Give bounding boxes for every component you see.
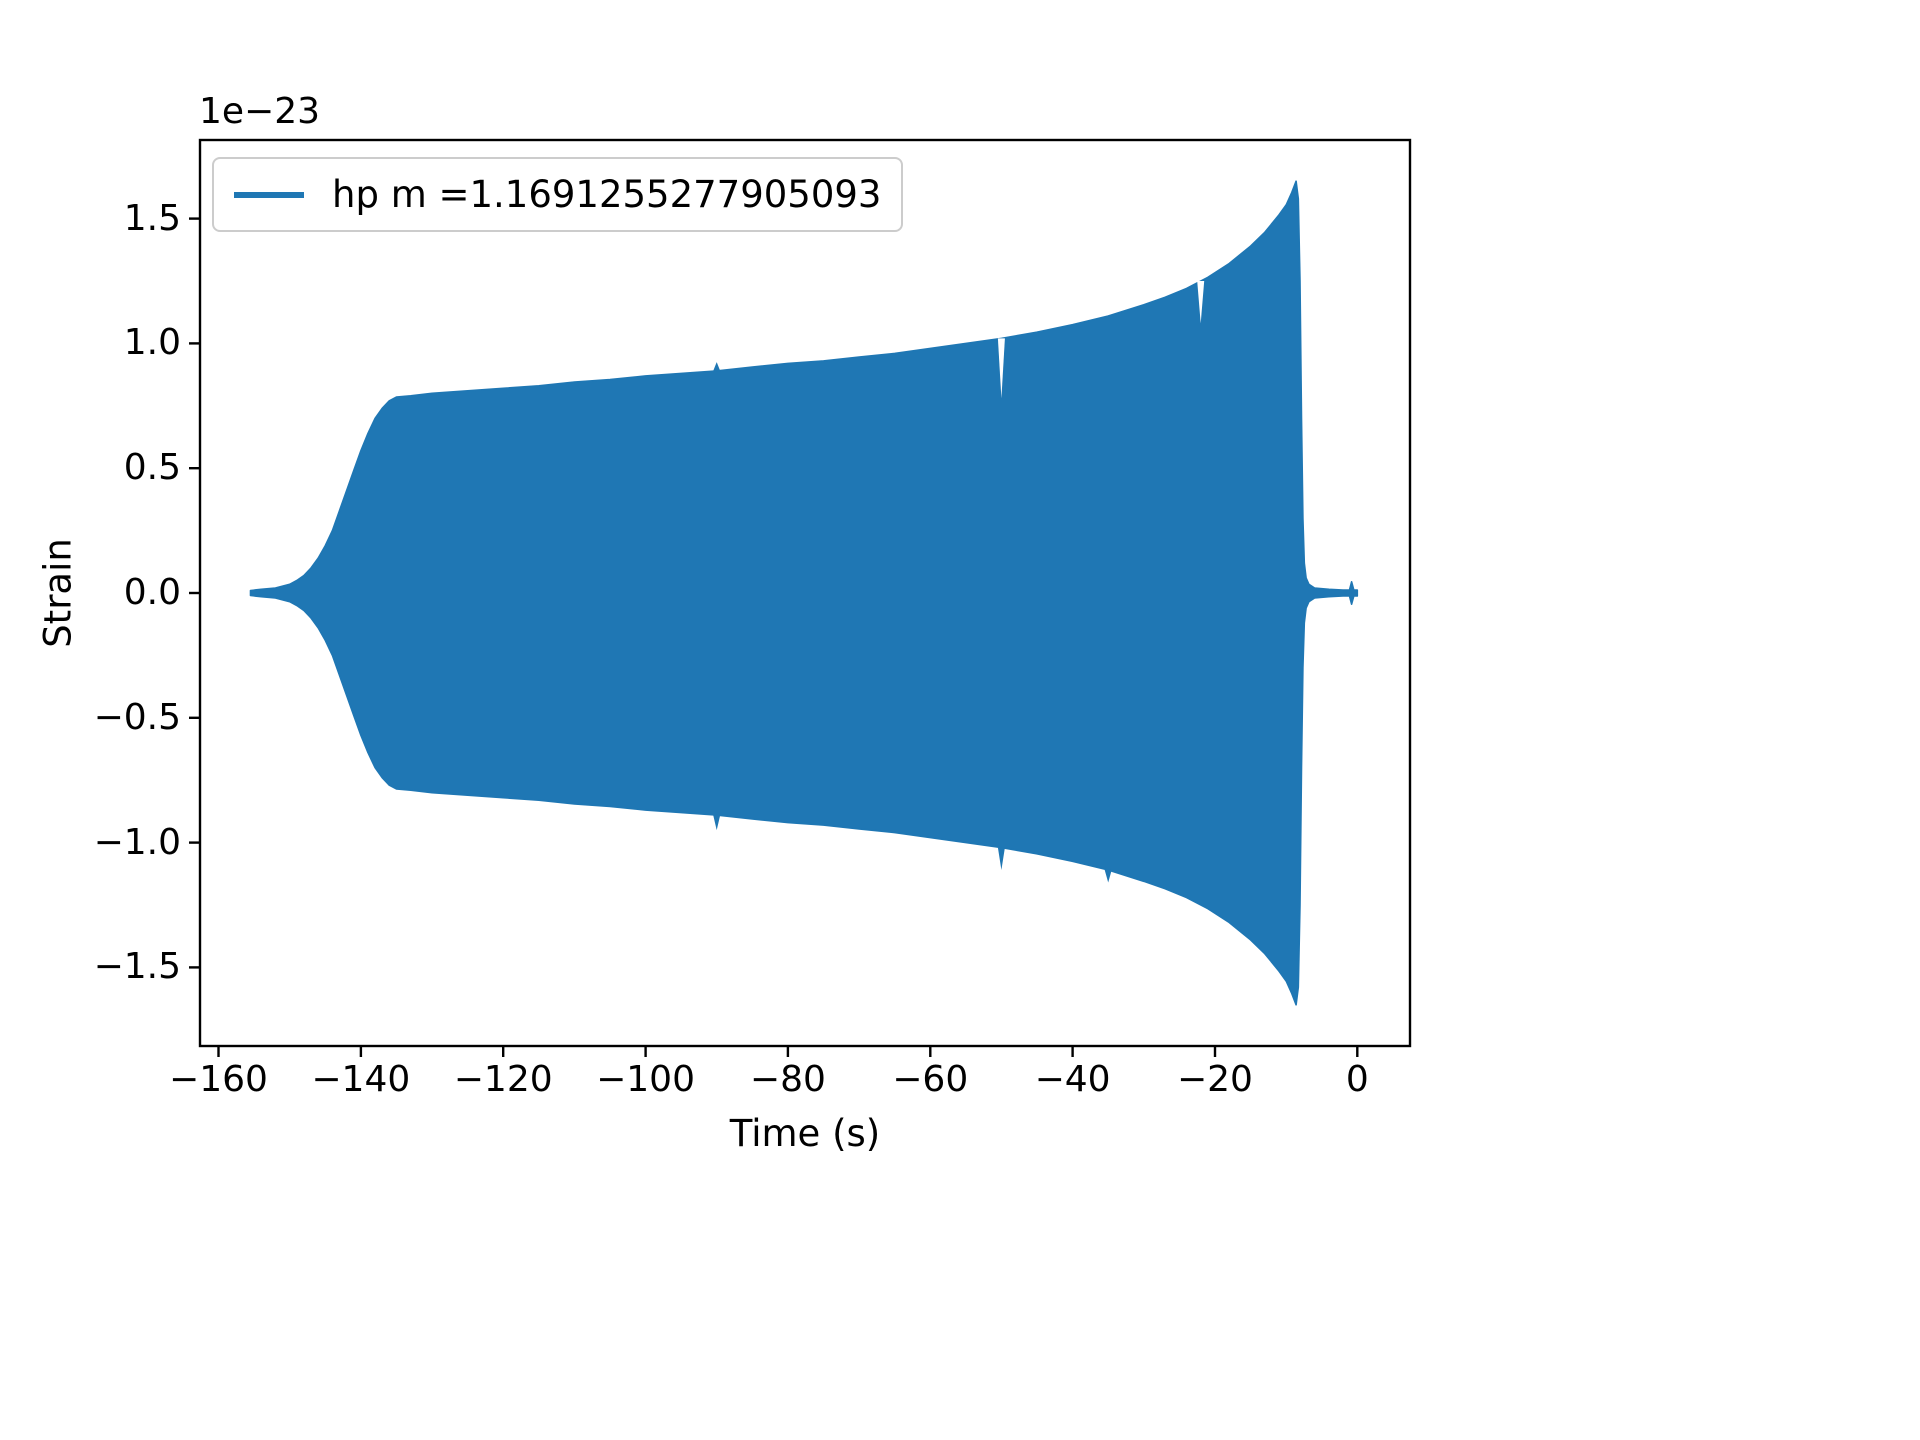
glitch-spike [713,362,721,371]
x-axis-label: Time (s) [729,1112,881,1155]
glitch-spike [1104,870,1112,883]
legend-line-sample [234,191,304,198]
glitch-notch [997,338,1005,399]
legend-label: hp m =1.1691255277905093 [332,173,882,216]
axes-spines [198,138,1412,1048]
glitch-spike [997,847,1005,870]
y-axis-label: Strain [36,538,80,648]
legend: hp m =1.1691255277905093 [212,157,904,232]
waveform-series [249,180,1359,1006]
glitch-spike [713,815,721,831]
glitch-notch [1197,281,1205,324]
y-axis-offset-text: 1e−23 [199,91,321,132]
